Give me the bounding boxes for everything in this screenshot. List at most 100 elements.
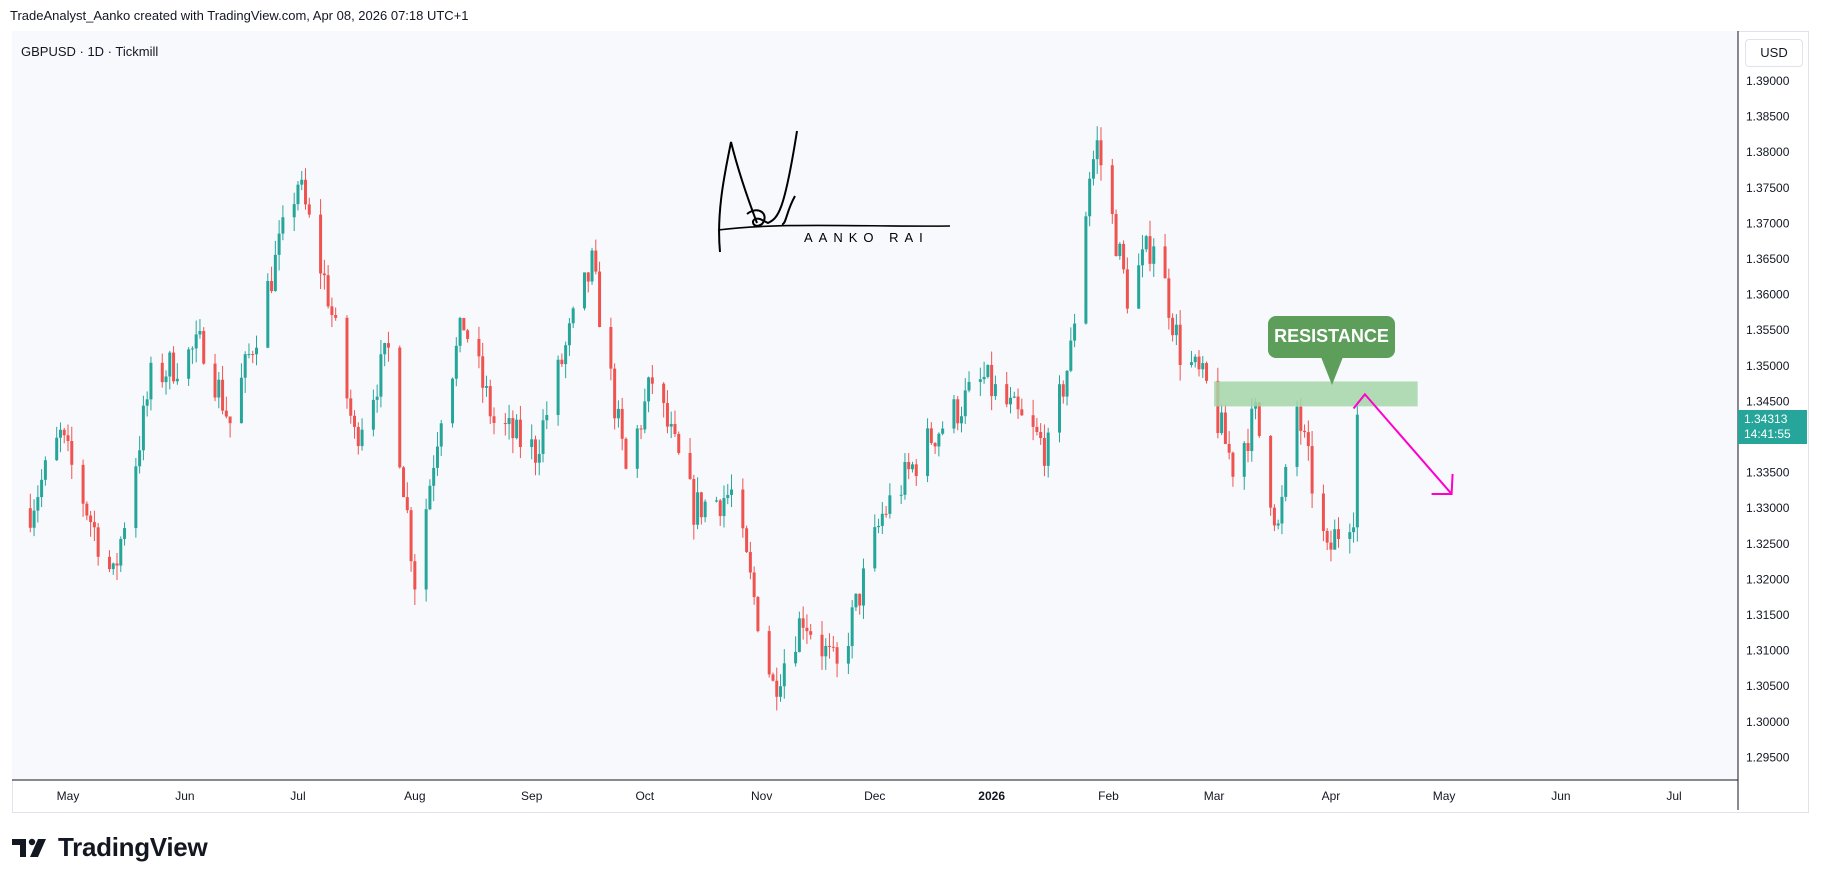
y-tick-label: 1.37500 [1746, 181, 1790, 195]
candle-body [809, 631, 813, 635]
candle-body [322, 273, 326, 276]
candle-body [767, 631, 771, 675]
candle-body [582, 272, 586, 309]
candle-body [123, 528, 127, 539]
brand-name: TradingView [58, 832, 208, 862]
candle-body [692, 478, 696, 525]
candle-body [58, 429, 62, 438]
candle-body [224, 410, 228, 417]
candle-body [326, 275, 330, 307]
candle-body [198, 331, 202, 335]
symbol-legend[interactable]: GBPUSD · 1D · Tickmill [21, 44, 159, 59]
candle-body [1306, 432, 1310, 447]
candle-body [647, 377, 651, 402]
candle-body [466, 330, 470, 339]
brand-logo[interactable]: TradingView [12, 832, 208, 863]
candle-body [1046, 432, 1050, 466]
y-tick-label: 1.36500 [1746, 252, 1790, 266]
x-tick-label: Jun [175, 789, 194, 803]
candle-body [85, 503, 89, 516]
y-tick-label: 1.32500 [1746, 537, 1790, 551]
candle-body [405, 497, 409, 511]
candle-body [435, 446, 439, 468]
candle-body [375, 396, 379, 400]
y-tick-label: 1.38500 [1746, 110, 1790, 124]
x-tick-label: Jun [1551, 789, 1570, 803]
y-tick-label: 1.33000 [1746, 501, 1790, 515]
candle-body [990, 364, 994, 397]
plot-area[interactable] [12, 31, 1738, 780]
candle-body [963, 390, 967, 417]
candle-body [1042, 438, 1046, 466]
candle-body [831, 646, 835, 648]
candle-body [775, 680, 779, 697]
y-tick-label: 1.29500 [1746, 750, 1790, 764]
candle-body [1114, 214, 1118, 257]
currency-button[interactable]: USD [1745, 39, 1803, 67]
candle-body [1276, 523, 1280, 526]
candle-body [270, 281, 274, 292]
candle-body [967, 381, 971, 391]
candle-body [624, 438, 628, 469]
candle-body [752, 572, 756, 598]
candle-body [556, 359, 560, 416]
candle-body [221, 379, 225, 411]
candle-body [1091, 159, 1095, 179]
candle-body [172, 352, 176, 382]
candle-body [484, 386, 488, 388]
candle-body [1352, 527, 1356, 533]
candle-body [1144, 236, 1148, 250]
candle-body [978, 379, 982, 382]
candle-body [1016, 396, 1020, 410]
last-price: 1.34313 [1744, 412, 1788, 426]
candle-body [356, 426, 360, 447]
candle-body [89, 515, 93, 523]
candle-body [217, 379, 221, 398]
candle-body [307, 204, 311, 215]
candle-body [458, 317, 462, 346]
candle-body [428, 485, 432, 510]
candle-body [119, 538, 123, 566]
candle-body [149, 362, 153, 400]
candle-body [1020, 409, 1024, 416]
candle-body [1178, 324, 1182, 365]
candle-body [910, 464, 914, 470]
candle-body [1223, 412, 1227, 444]
candle-body [1272, 507, 1276, 526]
candle-body [1012, 396, 1016, 398]
candle-body [880, 513, 884, 526]
candle-body [1058, 384, 1062, 433]
candle-body [730, 489, 734, 495]
candle-body [820, 634, 824, 657]
candle-body [1269, 435, 1273, 508]
candle-body [1039, 431, 1043, 439]
projection-arrow-group [1352, 392, 1454, 495]
candle-body [451, 378, 455, 424]
candle-body [567, 323, 571, 346]
time-axis: May Jun Jul Aug Sep Oct Nov Dec 2026 Feb Mar Apr May… [12, 779, 1738, 803]
x-tick-label: May [57, 789, 80, 803]
candle-body [266, 281, 270, 348]
candle-body [462, 317, 466, 331]
candle-body [168, 352, 172, 377]
candle-body [255, 347, 258, 355]
resistance-label[interactable]: RESISTANCE [1268, 316, 1395, 358]
candle-body [518, 419, 522, 448]
candle-body [748, 552, 752, 573]
candle-body [1348, 532, 1352, 539]
candle-body [187, 349, 191, 379]
candle-body [383, 343, 387, 355]
candle-body [1031, 415, 1035, 427]
candle-body [1216, 380, 1220, 434]
x-tick-label: 2026 [978, 789, 1005, 803]
y-tick-label: 1.30000 [1746, 715, 1790, 729]
y-tick-label: 1.34500 [1746, 394, 1790, 408]
candle-body [560, 359, 564, 365]
candle-body [993, 384, 997, 397]
candle-body [251, 354, 255, 356]
candle-body [92, 522, 96, 528]
candle-body [801, 618, 805, 628]
candle-body [1257, 402, 1261, 436]
candle-body [846, 645, 850, 664]
x-tick-label: Oct [635, 789, 654, 803]
